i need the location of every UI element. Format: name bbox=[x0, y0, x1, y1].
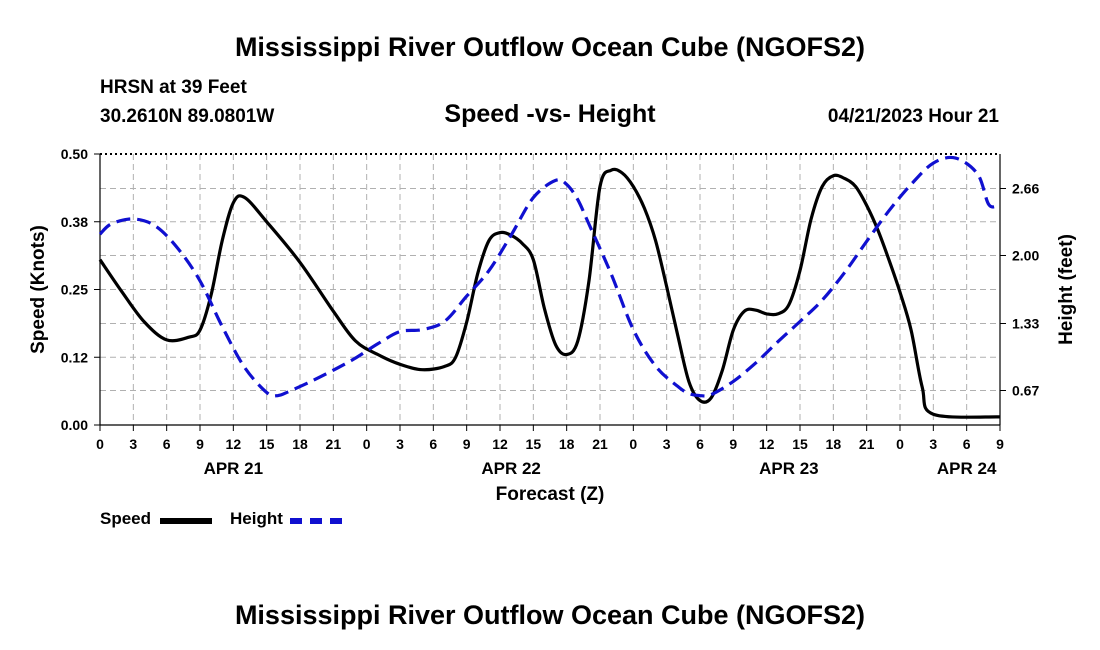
x-tick-label: 6 bbox=[163, 436, 171, 452]
x-tick-label: 9 bbox=[729, 436, 737, 452]
x-tick-label: 3 bbox=[396, 436, 404, 452]
legend-height-line bbox=[290, 518, 342, 524]
y-tick-label: 0.25 bbox=[61, 282, 88, 298]
date-label: APR 24 bbox=[937, 459, 997, 478]
x-tick-label: 18 bbox=[559, 436, 575, 452]
station-label: HRSN at 39 Feet bbox=[100, 77, 247, 98]
y2-tick-label: 2.66 bbox=[1012, 181, 1039, 197]
x-tick-label: 3 bbox=[663, 436, 671, 452]
chart-title-bottom: Mississippi River Outflow Ocean Cube (NG… bbox=[234, 600, 866, 630]
x-tick-label: 18 bbox=[826, 436, 842, 452]
y-tick-label: 0.12 bbox=[61, 349, 88, 365]
chart-subtitle: Speed -vs- Height bbox=[444, 100, 656, 128]
legend-speed-line bbox=[160, 518, 212, 524]
y2-tick-label: 0.67 bbox=[1012, 382, 1039, 398]
x-tick-label: 3 bbox=[129, 436, 137, 452]
x-tick-label: 9 bbox=[996, 436, 1004, 452]
x-tick-label: 9 bbox=[196, 436, 204, 452]
y-tick-label: 0.00 bbox=[61, 417, 88, 433]
x-tick-label: 6 bbox=[963, 436, 971, 452]
datetime-label: 04/21/2023 Hour 21 bbox=[827, 106, 999, 127]
x-tick-label: 18 bbox=[292, 436, 308, 452]
y-axis-title: Speed (Knots) bbox=[28, 225, 49, 354]
date-label: APR 23 bbox=[759, 459, 819, 478]
y-tick-label: 0.38 bbox=[61, 214, 88, 230]
x-tick-label: 0 bbox=[363, 436, 371, 452]
chart-title-top: Mississippi River Outflow Ocean Cube (NG… bbox=[234, 32, 866, 62]
x-tick-label: 15 bbox=[259, 436, 275, 452]
x-tick-label: 0 bbox=[96, 436, 104, 452]
x-tick-label: 9 bbox=[463, 436, 471, 452]
x-tick-label: 6 bbox=[429, 436, 437, 452]
height-series-line bbox=[98, 155, 1001, 398]
date-label: APR 22 bbox=[481, 459, 541, 478]
x-tick-label: 21 bbox=[859, 436, 875, 452]
x-tick-label: 15 bbox=[792, 436, 808, 452]
x-tick-label: 12 bbox=[226, 436, 242, 452]
y-tick-label: 0.50 bbox=[61, 146, 88, 162]
y2-tick-label: 1.33 bbox=[1012, 316, 1039, 332]
x-tick-label: 6 bbox=[696, 436, 704, 452]
legend-height-label: Height bbox=[230, 509, 283, 528]
x-tick-label: 3 bbox=[929, 436, 937, 452]
x-tick-label: 15 bbox=[526, 436, 542, 452]
coordinates-label: 30.2610N 89.0801W bbox=[100, 106, 275, 127]
speed-series-line bbox=[98, 167, 1001, 419]
x-tick-label: 12 bbox=[492, 436, 508, 452]
y2-tick-label: 2.00 bbox=[1012, 247, 1039, 263]
x-tick-label: 0 bbox=[629, 436, 637, 452]
date-label: APR 21 bbox=[204, 459, 264, 478]
x-tick-label: 0 bbox=[896, 436, 904, 452]
x-tick-label: 21 bbox=[326, 436, 342, 452]
legend-speed-label: Speed bbox=[100, 509, 152, 528]
x-tick-label: 12 bbox=[759, 436, 775, 452]
x-axis-title: Forecast (Z) bbox=[496, 484, 605, 505]
y2-axis-title: Height (feet) bbox=[1056, 234, 1077, 345]
x-tick-label: 21 bbox=[592, 436, 608, 452]
